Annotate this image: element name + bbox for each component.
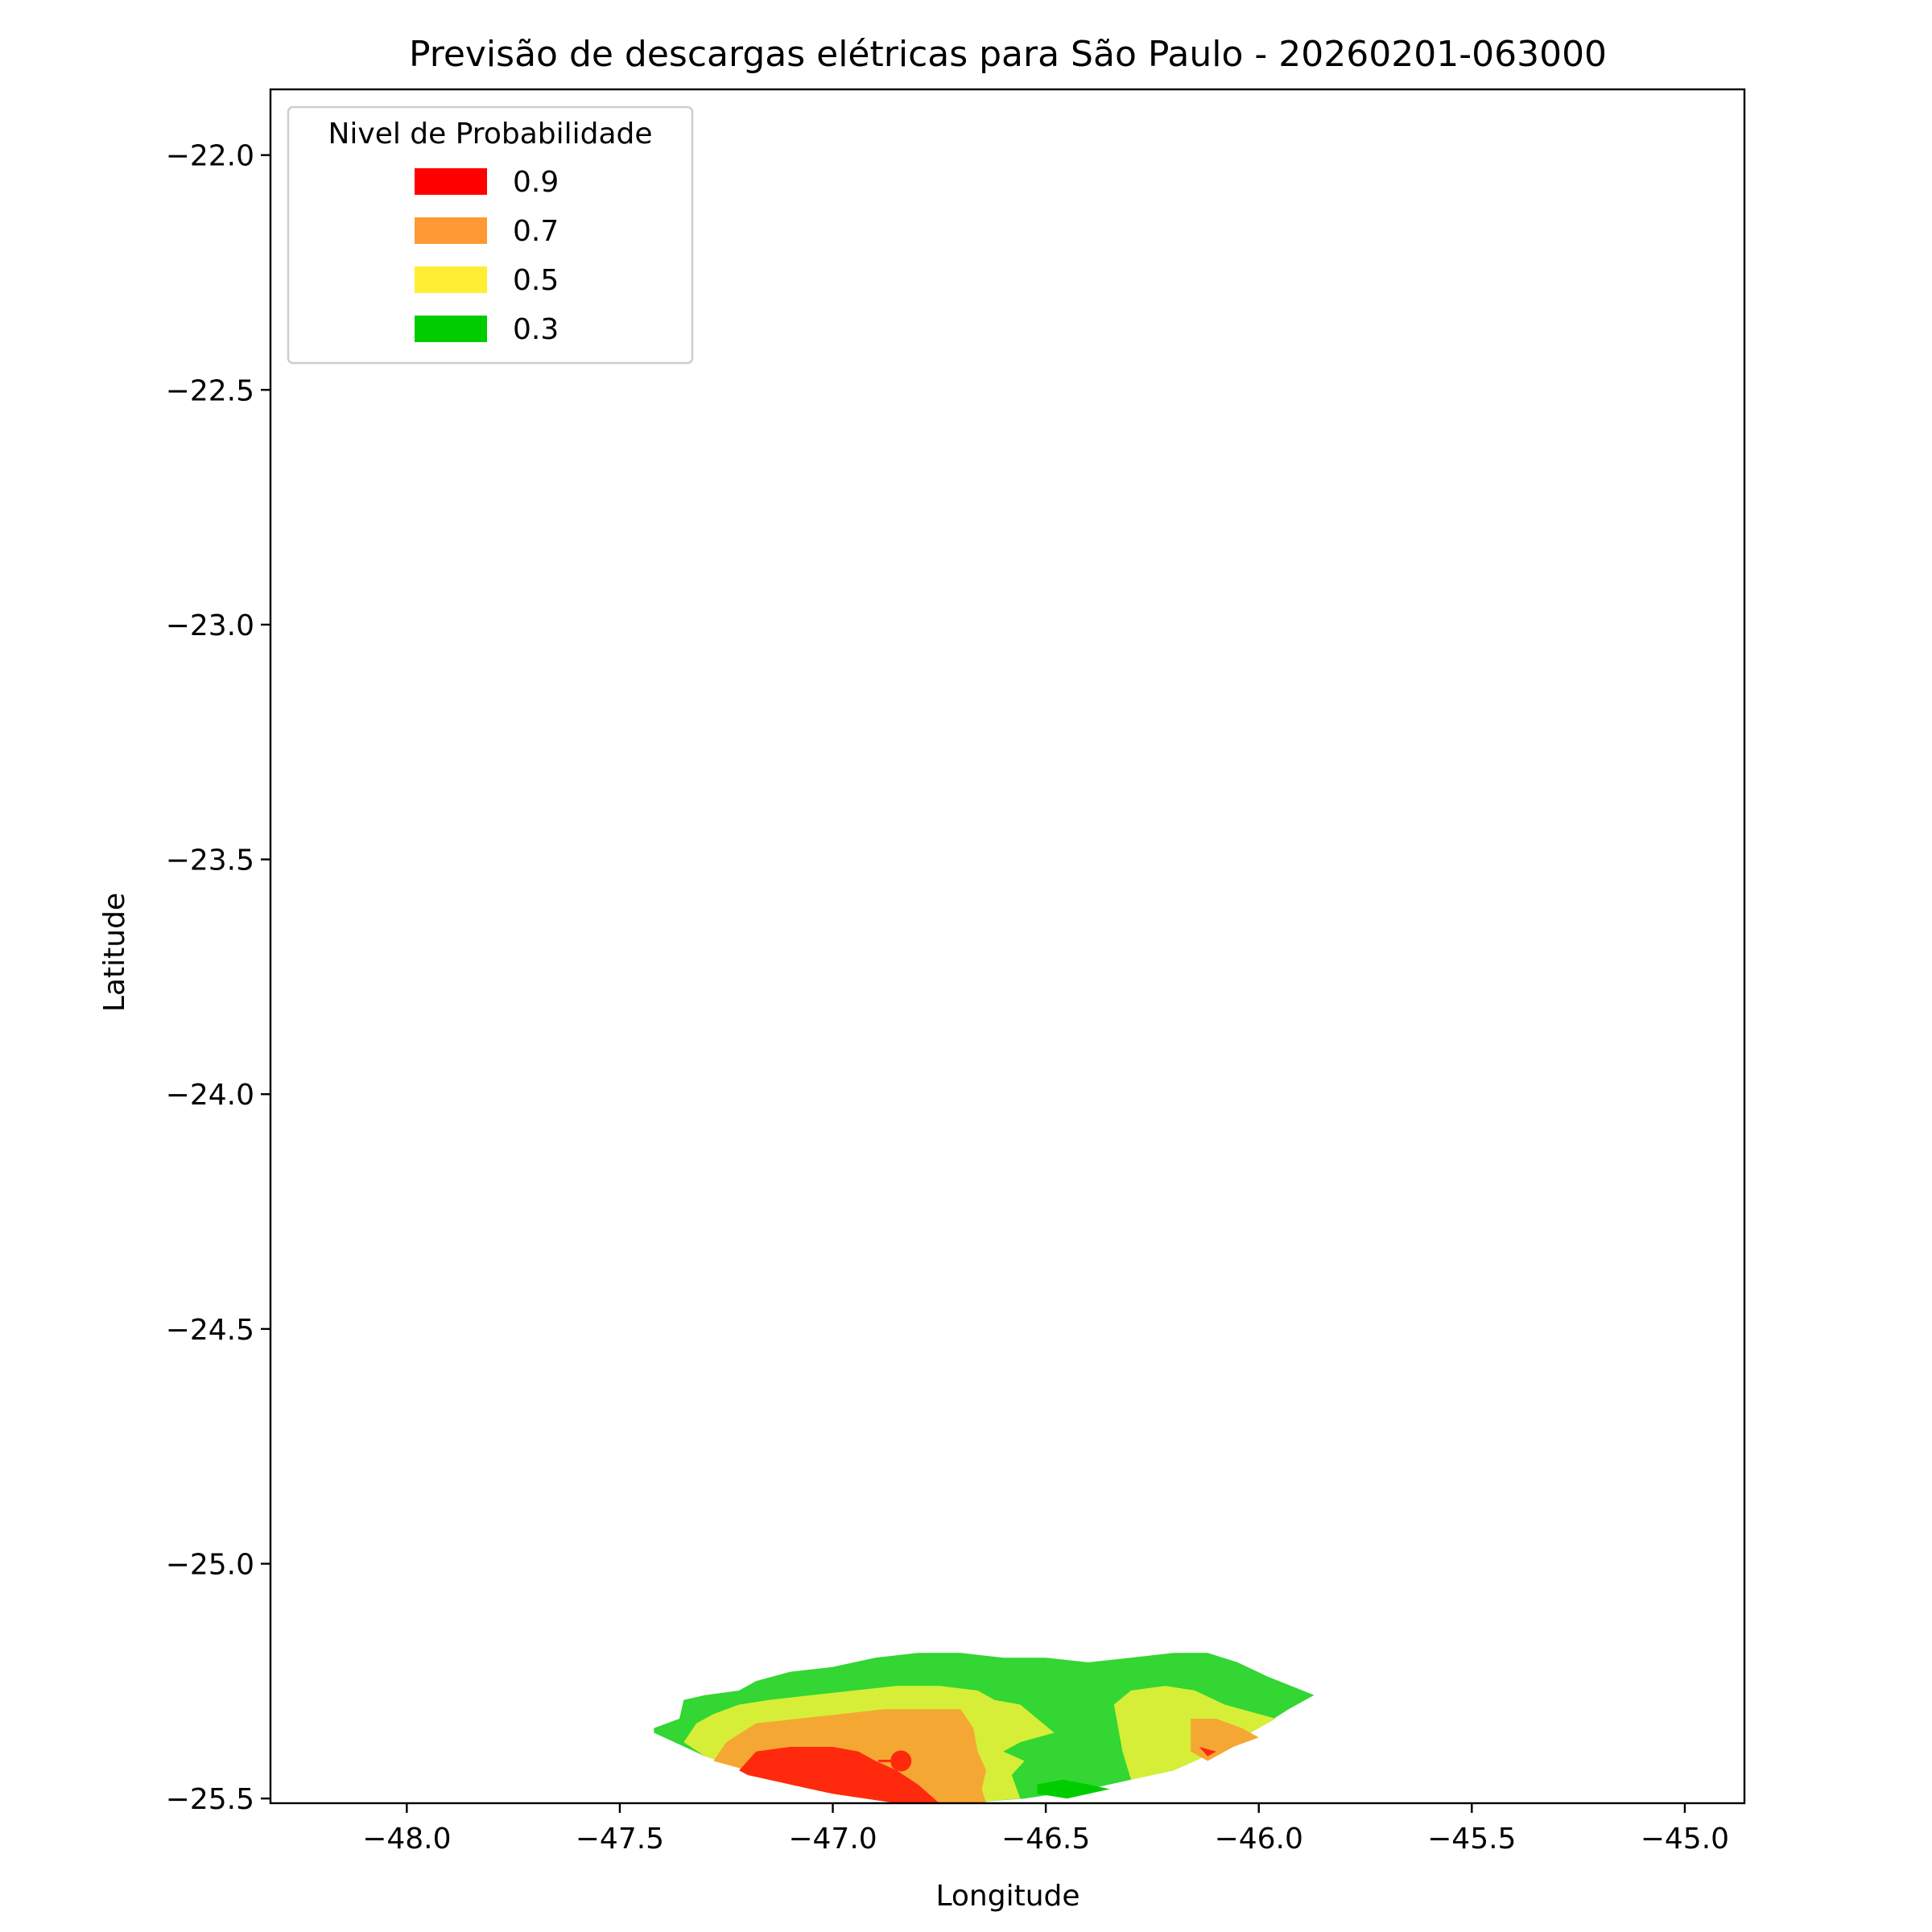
contour-region-0.3-1 <box>1037 1779 1110 1799</box>
legend-label-0.5: 0.5 <box>513 264 559 297</box>
legend-swatch-0.9 <box>415 168 487 195</box>
contour-regions <box>654 1653 1315 1803</box>
legend-label-0.7: 0.7 <box>513 215 559 248</box>
legend-title: Nivel de Probabilidade <box>328 118 652 151</box>
legend-box <box>287 105 694 365</box>
markers <box>878 1750 912 1772</box>
y-tick-label: −22.0 <box>166 140 254 173</box>
y-tick-label: −24.5 <box>166 1314 254 1347</box>
y-axis-label: Latitude <box>98 893 131 1012</box>
chart-title: Previsão de descargas elétricas para São… <box>409 34 1607 75</box>
x-tick-label: −48.0 <box>362 1823 451 1856</box>
y-tick-label: −22.5 <box>166 374 254 407</box>
marker-point-0 <box>890 1750 912 1772</box>
legend-swatch-0.3 <box>415 316 487 342</box>
contour-region-0.9-6 <box>739 1747 939 1803</box>
legend-swatch-0.5 <box>415 266 487 293</box>
x-tick-label: −46.0 <box>1215 1823 1303 1856</box>
x-tick-label: −45.0 <box>1641 1823 1729 1856</box>
x-tick-label: −45.5 <box>1427 1823 1516 1856</box>
y-tick-label: −25.5 <box>166 1783 254 1816</box>
legend: Nivel de Probabilidade 0.9 0.7 0.5 0.3 <box>287 105 694 365</box>
y-tick-label: −23.0 <box>166 609 254 642</box>
legend-swatch-0.7 <box>415 217 487 244</box>
x-tick-label: −47.5 <box>576 1823 664 1856</box>
x-axis-ticks: −48.0 −47.5 −47.0 −46.5 −46.0 −45.5 −45.0 <box>362 1803 1729 1856</box>
y-tick-label: −25.0 <box>166 1549 254 1582</box>
x-axis-label: Longitude <box>935 1880 1080 1913</box>
legend-label-0.3: 0.3 <box>513 313 559 346</box>
legend-label-0.9: 0.9 <box>513 166 559 199</box>
y-axis-ticks: −22.0 −22.5 −23.0 −23.5 −24.0 −24.5 −25.0 −25.5 <box>166 140 270 1816</box>
contour-region-0.9-7 <box>1199 1747 1216 1757</box>
x-tick-label: −47.0 <box>788 1823 877 1856</box>
plot-area-frame <box>269 88 1746 1805</box>
y-tick-label: −23.5 <box>166 844 254 877</box>
y-tick-label: −24.0 <box>166 1079 254 1112</box>
x-tick-label: −46.5 <box>1001 1823 1090 1856</box>
